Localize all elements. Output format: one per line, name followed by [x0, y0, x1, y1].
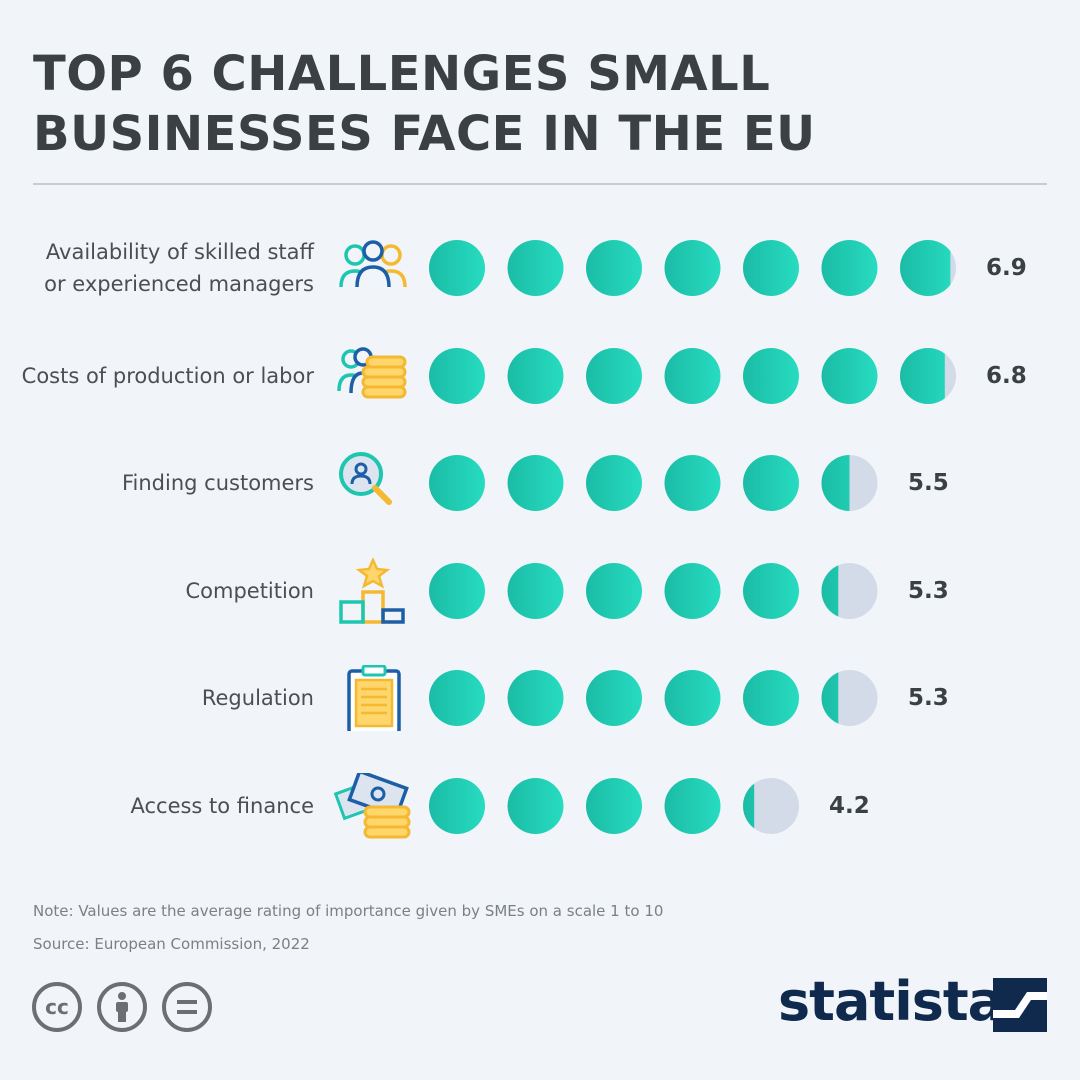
data-dot [507, 455, 564, 511]
value-label: 5.5 [908, 470, 949, 496]
data-dot [743, 670, 799, 726]
category-label-line: Availability of skilled staff [45, 240, 314, 264]
value-label: 5.3 [908, 685, 949, 711]
data-dot [664, 670, 721, 726]
data-dot [586, 563, 642, 619]
data-dot [586, 455, 642, 511]
dot-series [429, 670, 878, 726]
category-label: Finding customers [122, 438, 314, 528]
title-divider [33, 183, 1047, 185]
data-dot [507, 778, 564, 834]
dot-series [429, 455, 878, 511]
data-dot [507, 670, 564, 726]
data-dot [586, 670, 642, 726]
people-coins-icon [337, 347, 407, 399]
data-dot [429, 240, 485, 296]
data-dot [664, 563, 721, 619]
data-dot [664, 240, 721, 296]
data-dot [586, 778, 642, 834]
chart-note: Note: Values are the average rating of i… [33, 902, 664, 920]
dot-series [429, 240, 956, 296]
category-label-line: Costs of production or labor [21, 364, 314, 388]
statista-logo-icon [993, 978, 1047, 1032]
data-dot [429, 348, 485, 404]
chart-row: Access to finance 4.2 [0, 761, 1080, 851]
category-label-line: Regulation [201, 686, 314, 710]
value-label: 6.9 [986, 255, 1027, 281]
category-label: Regulation [202, 653, 314, 743]
data-dot [664, 348, 721, 404]
category-label: Access to finance [130, 761, 314, 851]
data-dot [664, 778, 721, 834]
data-dot [664, 455, 721, 511]
podium-star-icon [339, 558, 405, 624]
category-label: Availability of skilled staff or experien… [44, 223, 314, 313]
category-label-line: Finding customers [121, 471, 314, 495]
data-dot [821, 455, 878, 511]
money-coins-icon [333, 773, 411, 839]
data-dot [821, 670, 878, 726]
data-dot [507, 563, 564, 619]
category-label: Competition [185, 546, 314, 636]
category-label-line: or experienced managers [44, 272, 314, 296]
data-dot [743, 240, 799, 296]
page-title: TOP 6 CHALLENGES SMALL BUSINESSES FACE I… [33, 44, 1033, 164]
data-dot [429, 455, 485, 511]
chart-row: Costs of production or labor 6.8 [0, 331, 1080, 421]
data-dot [429, 778, 485, 834]
data-dot [743, 778, 799, 834]
data-dot [586, 240, 642, 296]
search-person-icon [339, 452, 392, 505]
chart-row: Competition 5.3 [0, 546, 1080, 636]
value-label: 4.2 [829, 793, 870, 819]
no-derivatives-icon [162, 982, 212, 1032]
data-dot [429, 670, 485, 726]
data-dot [900, 240, 956, 296]
cc-icon: cc [32, 982, 82, 1032]
data-dot [900, 348, 956, 404]
clipboard-icon [347, 665, 401, 731]
dot-series [429, 348, 956, 404]
value-label: 6.8 [986, 363, 1027, 389]
data-dot [743, 348, 799, 404]
statista-logo-text: statista [778, 970, 1004, 1033]
value-label: 5.3 [908, 578, 949, 604]
data-dot [743, 563, 799, 619]
category-label-line: Competition [185, 579, 314, 603]
category-label-line: Access to finance [130, 794, 314, 818]
title-line-1: TOP 6 CHALLENGES SMALL [33, 46, 771, 102]
title-line-2: BUSINESSES FACE IN THE EU [33, 106, 816, 162]
attribution-icon [97, 982, 147, 1032]
chart-row: Availability of skilled staff or experien… [0, 223, 1080, 313]
svg-text:cc: cc [45, 995, 69, 1019]
category-label: Costs of production or labor [22, 331, 314, 421]
data-dot [507, 240, 564, 296]
data-dot [821, 563, 878, 619]
data-dot [821, 240, 878, 296]
dot-series [429, 778, 799, 834]
dot-series [429, 563, 878, 619]
data-dot [743, 455, 799, 511]
data-dot [507, 348, 564, 404]
people-icon [339, 240, 407, 288]
data-dot [586, 348, 642, 404]
data-dot [429, 563, 485, 619]
chart-row: Finding customers 5.5 [0, 438, 1080, 528]
data-dot [821, 348, 878, 404]
chart-source: Source: European Commission, 2022 [33, 935, 310, 953]
chart-row: Regulation 5.3 [0, 653, 1080, 743]
